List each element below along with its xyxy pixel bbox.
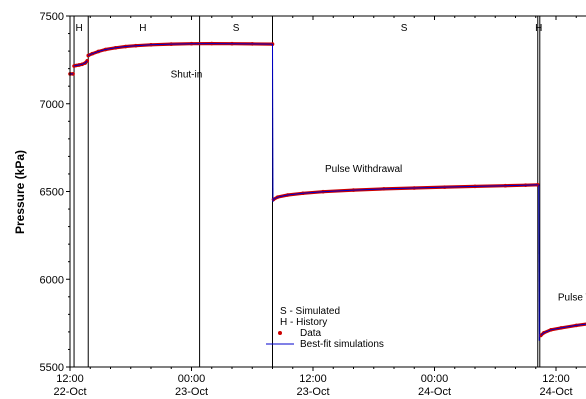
legend-item-label: Best-fit simulations xyxy=(300,339,384,350)
best-fit-line xyxy=(73,60,88,67)
x-tick-label-time: 00:00 xyxy=(421,373,449,385)
period-label: H xyxy=(139,23,146,34)
best-fit-line xyxy=(538,184,540,341)
legend-item-label: Data xyxy=(300,328,322,339)
annotation-label: Pulse Withdrawal xyxy=(325,164,402,175)
y-tick-label: 7000 xyxy=(40,99,64,111)
x-tick-label-date: 24-Oct xyxy=(539,386,572,398)
x-tick-label-time: 00:00 xyxy=(178,373,206,385)
best-fit-line xyxy=(87,43,273,56)
data-series-line xyxy=(539,322,586,337)
period-label: H xyxy=(75,23,82,34)
period-label: S xyxy=(401,23,408,34)
series-layer xyxy=(68,41,586,341)
legend-swatch-data xyxy=(278,331,282,335)
period-label: H xyxy=(535,23,542,34)
y-tick-label: 6000 xyxy=(40,274,64,286)
x-tick-label-date: 24-Oct xyxy=(418,386,451,398)
y-axis-label: Pressure (kPa) xyxy=(13,150,27,234)
best-fit-line xyxy=(540,323,586,336)
y-tick-label: 6500 xyxy=(40,187,64,199)
annotation-label: Pulse Withdrawal xyxy=(558,292,586,303)
annotation-label: Shut-in xyxy=(171,69,203,80)
legend-item-label: S - Simulated xyxy=(280,306,340,317)
best-fit-line xyxy=(273,184,538,200)
data-point xyxy=(71,72,75,76)
x-tick-label-date: 22-Oct xyxy=(53,386,86,398)
x-tick-label-date: 23-Oct xyxy=(296,386,329,398)
ticks: 5500600065007000750012:0022-Oct00:0023-O… xyxy=(40,11,577,398)
data-series-line xyxy=(86,41,275,58)
x-tick-label-time: 12:00 xyxy=(299,373,327,385)
best-fit-line xyxy=(272,44,274,203)
y-tick-label: 5500 xyxy=(40,362,64,374)
annotations: Shut-in Pulse Withdrawal Pulse Withdrawal xyxy=(171,69,586,303)
y-tick-label: 7500 xyxy=(40,11,64,23)
legend-item-label: H - History xyxy=(280,317,327,328)
x-tick-label-time: 12:00 xyxy=(56,373,84,385)
x-tick-label-date: 23-Oct xyxy=(175,386,208,398)
period-label: S xyxy=(233,23,240,34)
x-tick-label-time: 12:00 xyxy=(542,373,570,385)
